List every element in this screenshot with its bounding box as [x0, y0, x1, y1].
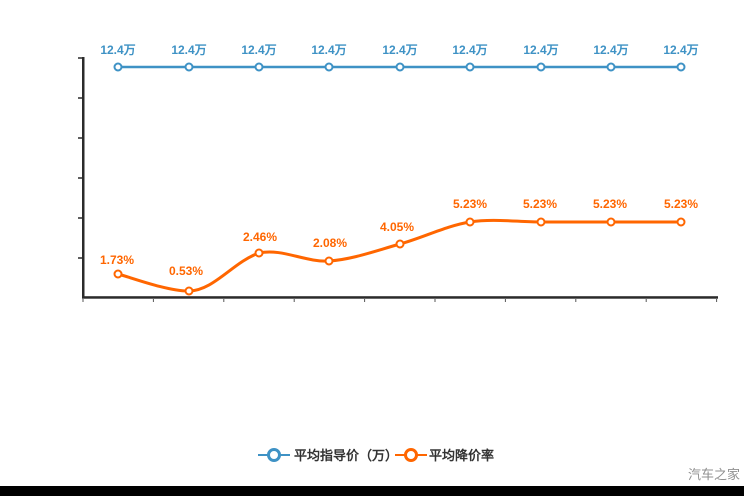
svg-text:平均降价率: 平均降价率 — [429, 448, 494, 463]
svg-text:汽车之家: 汽车之家 — [688, 467, 740, 482]
svg-text:5.23%: 5.23% — [523, 197, 557, 211]
svg-text:0.53%: 0.53% — [169, 264, 203, 278]
svg-text:12.4万: 12.4万 — [663, 43, 698, 57]
svg-text:5.23%: 5.23% — [593, 197, 627, 211]
svg-text:12.4万: 12.4万 — [523, 43, 558, 57]
svg-text:4.05%: 4.05% — [380, 220, 414, 234]
svg-text:2.08%: 2.08% — [313, 236, 347, 250]
svg-text:12.4万: 12.4万 — [382, 43, 417, 57]
svg-text:12.4万: 12.4万 — [241, 43, 276, 57]
svg-text:12.4万: 12.4万 — [171, 43, 206, 57]
svg-text:12.4万: 12.4万 — [452, 43, 487, 57]
svg-text:5.23%: 5.23% — [453, 197, 487, 211]
svg-text:5.23%: 5.23% — [664, 197, 698, 211]
svg-text:2.46%: 2.46% — [243, 230, 277, 244]
svg-text:平均指导价（万）: 平均指导价（万） — [294, 448, 398, 463]
svg-text:12.4万: 12.4万 — [100, 43, 135, 57]
svg-text:12.4万: 12.4万 — [311, 43, 346, 57]
svg-text:12.4万: 12.4万 — [593, 43, 628, 57]
svg-text:1.73%: 1.73% — [100, 253, 134, 267]
